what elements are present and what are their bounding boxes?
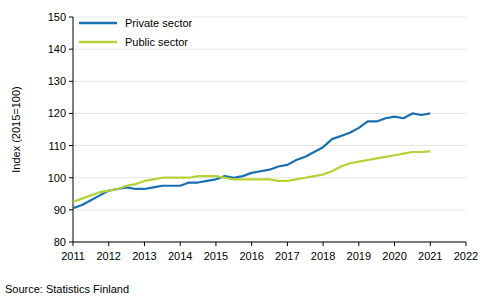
- grid-line: [73, 49, 466, 50]
- y-tick: [69, 177, 73, 178]
- x-tick: [215, 242, 216, 246]
- y-tick-label: 140: [48, 43, 66, 55]
- x-tick: [394, 242, 395, 246]
- x-tick: [287, 242, 288, 246]
- grid-line: [73, 242, 466, 243]
- chart: 80 90 100 110 120 130 140 150 2011 2012 2013 2014 20…: [0, 0, 493, 304]
- y-tick-label: 100: [48, 172, 66, 184]
- grid-line: [73, 113, 466, 114]
- x-tick-label: 2011: [61, 250, 85, 262]
- grid-line: [73, 177, 466, 178]
- x-axis: [73, 242, 466, 243]
- y-tick-label: 90: [54, 204, 66, 216]
- x-tick: [430, 242, 431, 246]
- y-tick: [69, 145, 73, 146]
- grid-line: [73, 81, 466, 82]
- grid-line: [73, 209, 466, 210]
- y-tick-label: 130: [48, 75, 66, 87]
- legend-label: Public sector: [125, 36, 188, 48]
- x-tick-label: 2018: [311, 250, 335, 262]
- x-tick-label: 2014: [168, 250, 192, 262]
- y-tick-label: 120: [48, 107, 66, 119]
- x-tick-label: 2015: [204, 250, 228, 262]
- y-tick: [69, 209, 73, 210]
- x-tick: [466, 242, 467, 246]
- grid-line: [73, 145, 466, 146]
- legend-swatch: [79, 22, 117, 25]
- y-tick: [69, 242, 73, 243]
- x-tick-label: 2020: [382, 250, 406, 262]
- source: Source: Statistics Finland: [5, 283, 129, 295]
- x-tick: [108, 242, 109, 246]
- x-tick: [358, 242, 359, 246]
- legend-swatch: [79, 41, 117, 44]
- x-tick: [144, 242, 145, 246]
- x-tick-label: 2016: [239, 250, 263, 262]
- x-tick-label: 2021: [418, 250, 442, 262]
- y-tick: [69, 113, 73, 114]
- plot-area: [73, 113, 430, 208]
- x-tick-label: 2013: [132, 250, 156, 262]
- x-tick: [323, 242, 324, 246]
- y-tick-label: 110: [48, 140, 66, 152]
- y-tick: [69, 17, 73, 18]
- series-line: [73, 151, 430, 201]
- y-tick-label: 80: [54, 236, 66, 248]
- series-line: [73, 113, 430, 208]
- x-tick: [180, 242, 181, 246]
- legend-label: Private sector: [125, 17, 193, 29]
- x-tick-label: 2019: [347, 250, 371, 262]
- x-tick: [73, 242, 74, 246]
- y-axis-label: Index (2015=100): [10, 86, 22, 173]
- x-tick-label: 2017: [275, 250, 299, 262]
- x-tick-label: 2022: [454, 250, 478, 262]
- x-tick: [251, 242, 252, 246]
- y-tick: [69, 49, 73, 50]
- x-tick-label: 2012: [96, 250, 120, 262]
- y-tick: [69, 81, 73, 82]
- y-tick-label: 150: [48, 11, 66, 23]
